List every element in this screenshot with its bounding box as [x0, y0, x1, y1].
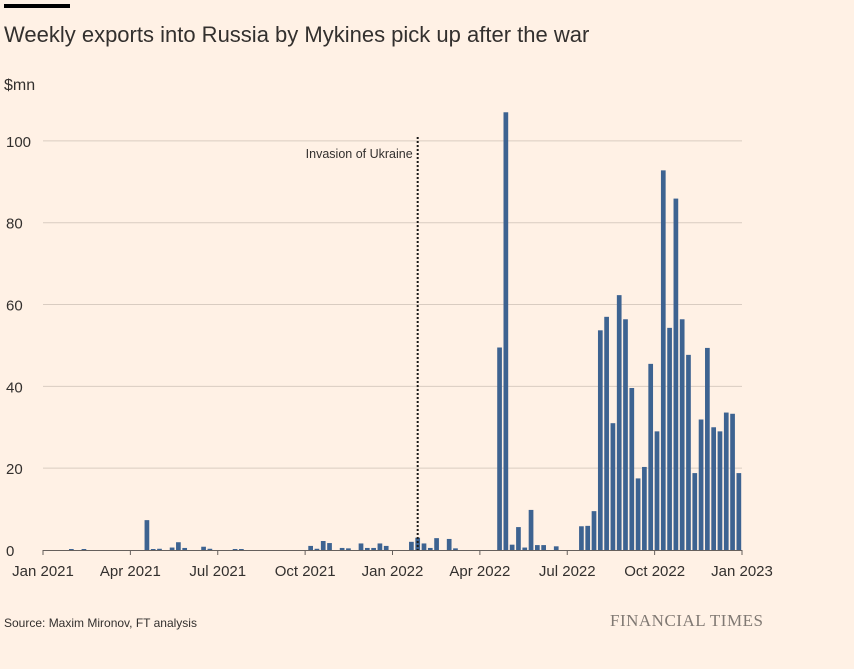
bar [534, 545, 540, 550]
bar [169, 547, 175, 550]
bar [736, 473, 742, 550]
x-tick-label: Apr 2022 [449, 563, 510, 580]
x-tick-label: Jul 2022 [539, 563, 596, 580]
bar [81, 549, 87, 550]
bar [597, 330, 603, 550]
bar [339, 547, 345, 550]
bar [654, 431, 660, 550]
bar [604, 316, 609, 550]
y-tick-label: 80 [6, 216, 23, 233]
bar [705, 347, 710, 550]
x-tick-label: Jan 2022 [362, 563, 424, 580]
x-tick-label: Jan 2021 [12, 563, 74, 580]
bar [660, 170, 666, 551]
bar [409, 541, 414, 550]
bar [358, 543, 364, 550]
bar [327, 543, 332, 550]
bar [421, 543, 427, 550]
bar [371, 547, 376, 550]
bar [320, 541, 326, 550]
bar [453, 548, 458, 550]
ft-logo: FINANCIAL TIMES [610, 611, 764, 630]
bar [610, 423, 616, 550]
bar [68, 549, 74, 550]
y-tick-label: 0 [6, 543, 14, 560]
bars [68, 112, 742, 551]
bar [314, 548, 320, 550]
bar [434, 538, 439, 550]
bar [730, 413, 735, 550]
bar [239, 549, 244, 550]
bar [232, 549, 238, 550]
bar [383, 545, 389, 550]
bar [446, 538, 452, 550]
bar [415, 537, 421, 550]
bar [648, 363, 654, 550]
bar [364, 547, 370, 550]
bar [629, 388, 635, 550]
x-tick-label: Oct 2021 [275, 563, 336, 580]
x-tick-label: Apr 2021 [100, 563, 161, 580]
top-rule [4, 4, 70, 8]
bar [673, 198, 679, 550]
x-tick-label: Oct 2022 [624, 563, 685, 580]
bar [667, 327, 672, 550]
y-tick-label: 60 [6, 298, 23, 315]
x-tick-label: Jan 2023 [711, 563, 773, 580]
bar [698, 419, 704, 550]
bar [308, 545, 313, 550]
bar [579, 526, 584, 550]
gridlines [43, 140, 742, 469]
bar [144, 520, 150, 550]
y-tick-label: 40 [6, 379, 23, 396]
bar [642, 466, 647, 550]
y-tick-label: 100 [6, 134, 31, 151]
bar [635, 478, 641, 550]
bar [723, 412, 729, 550]
bar [182, 547, 188, 550]
bar [616, 295, 622, 550]
bar [528, 509, 534, 550]
bar [692, 473, 698, 550]
annotation: Invasion of Ukraine [306, 137, 419, 550]
axes: 0 20 40 60 80 100 Jan 2021 Apr 2021 Jul 2021 Oct … [6, 134, 773, 580]
bar [553, 546, 559, 550]
bar [427, 547, 433, 550]
bar [207, 548, 213, 550]
bar [591, 511, 597, 550]
bar [585, 525, 591, 550]
bar [176, 542, 181, 550]
y-axis-unit-label: $mn [4, 77, 36, 94]
bar [201, 546, 206, 550]
bar [516, 527, 521, 550]
bar-chart: 0 20 40 60 80 100 Jan 2021 Apr 2021 Jul 2021 Oct … [6, 112, 773, 580]
source-note: Source: Maxim Mironov, FT analysis [4, 616, 197, 630]
bar [623, 319, 628, 550]
bar [509, 544, 515, 550]
bar [157, 548, 162, 550]
bar [377, 543, 383, 550]
bar [497, 347, 502, 550]
bar [346, 548, 351, 550]
y-tick-label: 20 [6, 461, 23, 478]
bar [711, 427, 717, 550]
bar [150, 549, 156, 550]
bar [522, 547, 528, 550]
bar [503, 112, 509, 551]
bar [686, 354, 691, 550]
bar [717, 431, 723, 550]
invasion-annotation-label: Invasion of Ukraine [306, 147, 413, 161]
bar [679, 319, 685, 550]
x-tick-label: Jul 2021 [189, 563, 246, 580]
chart-title: Weekly exports into Russia by Mykines pi… [4, 22, 590, 47]
bar [541, 545, 546, 550]
